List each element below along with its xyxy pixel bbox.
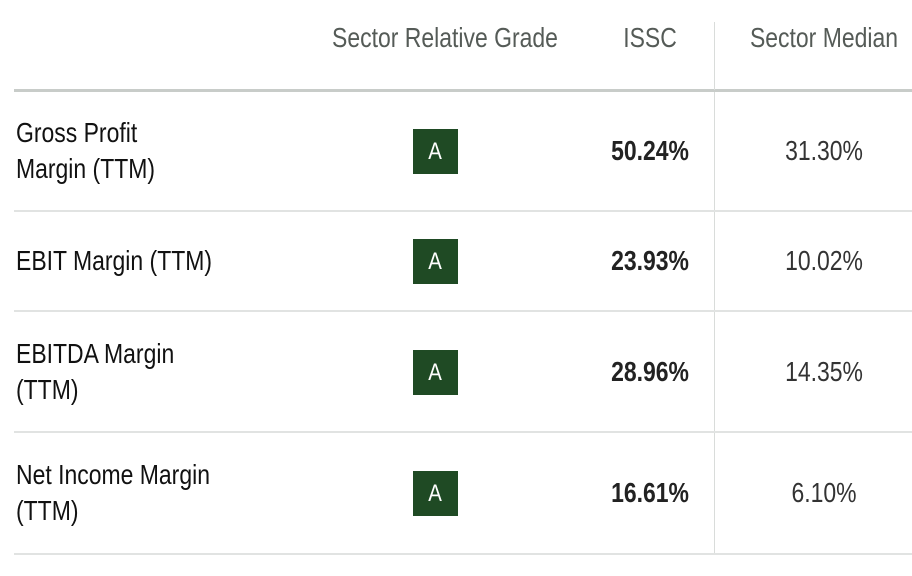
grade-letter: A <box>428 358 443 386</box>
column-divider <box>714 22 715 90</box>
sector-median-value: 10.02% <box>785 245 863 276</box>
sector-median-value: 14.35% <box>785 355 863 387</box>
header-ticker: ISSC <box>623 22 677 53</box>
metric-label: EBIT Margin (TTM) <box>16 245 213 276</box>
grade-badge: A <box>413 239 458 284</box>
metric-label: EBITDA Margin (TTM) <box>16 337 175 405</box>
grade-letter: A <box>428 248 443 275</box>
ticker-value: 50.24% <box>611 135 689 166</box>
grade-letter: A <box>428 138 443 165</box>
sector-median-value: 6.10% <box>791 477 857 508</box>
sector-median-value: 31.30% <box>785 135 863 166</box>
column-divider <box>714 92 715 554</box>
ticker-value: 28.96% <box>611 355 689 387</box>
ticker-value: 16.61% <box>611 477 689 508</box>
header-sector-relative-grade: Sector Relative Grade <box>332 22 558 53</box>
metric-label: Net Income Margin (TTM) <box>16 459 210 526</box>
table-row: EBITDA Margin (TTM) A 28.96% 14.35% <box>14 312 912 433</box>
profitability-table: Sector Relative Grade ISSC Sector Median… <box>14 0 912 576</box>
grade-letter: A <box>428 480 443 507</box>
table-row: Net Income Margin (TTM) A 16.61% 6.10% <box>14 433 912 555</box>
header-sector-median: Sector Median <box>749 22 899 53</box>
table-header: Sector Relative Grade ISSC Sector Median <box>14 0 912 92</box>
grade-badge: A <box>413 349 458 395</box>
table-row: Gross Profit Margin (TTM) A 50.24% 31.30… <box>14 92 912 212</box>
table-row: EBIT Margin (TTM) A 23.93% 10.02% <box>14 212 912 312</box>
grade-badge: A <box>413 129 458 174</box>
metric-label: Gross Profit Margin (TTM) <box>16 117 156 184</box>
ticker-value: 23.93% <box>611 245 689 276</box>
grade-badge: A <box>413 471 458 516</box>
